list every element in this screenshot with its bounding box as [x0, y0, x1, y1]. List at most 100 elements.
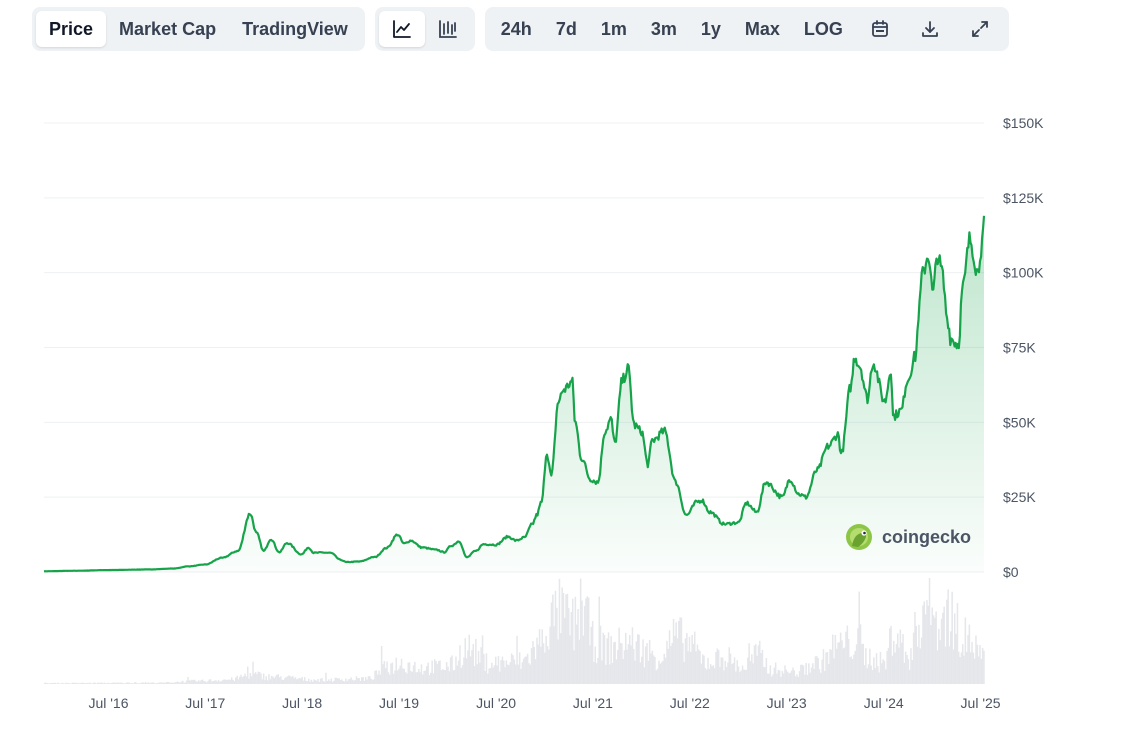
volume-bar [784, 665, 786, 684]
volume-bar [195, 681, 197, 684]
volume-bar [540, 646, 542, 684]
volume-bar [920, 637, 923, 684]
volume-bar [898, 647, 900, 684]
volume-bar [918, 624, 920, 684]
volume-bar [388, 674, 391, 684]
volume-bar [916, 646, 919, 684]
volume-bar [119, 682, 122, 684]
volume-bar [570, 612, 573, 684]
volume-bar [964, 617, 967, 684]
volume-bar [302, 680, 305, 684]
volume-bar [680, 617, 683, 684]
volume-bar [298, 678, 301, 684]
range-max[interactable]: Max [744, 18, 780, 39]
y-tick-label: $150K [1003, 115, 1044, 131]
volume-bar [412, 665, 415, 684]
volume-bar [323, 681, 326, 684]
volume-bar [97, 682, 99, 684]
volume-bar [720, 657, 722, 684]
volume-bar [534, 659, 537, 684]
range-1y[interactable]: 1y [700, 18, 721, 39]
tab-tradingview[interactable]: TradingView [242, 18, 348, 39]
volume-bar [675, 622, 677, 684]
volume-bar [262, 673, 265, 684]
volume-bar [235, 677, 237, 684]
volume-bar [582, 635, 585, 684]
volume-bar [767, 673, 769, 684]
range-24h[interactable]: 24h [500, 18, 532, 39]
volume-bar [560, 633, 562, 684]
volume-bar [745, 669, 748, 684]
volume-bar [717, 650, 720, 684]
volume-bar [615, 659, 618, 684]
candlestick-chart-button[interactable] [425, 11, 471, 47]
volume-bar [647, 660, 650, 684]
volume-bar [751, 654, 753, 684]
volume-bar [201, 679, 204, 684]
volume-bar [203, 681, 205, 684]
volume-bar [833, 658, 835, 684]
volume-bar [269, 679, 271, 684]
volume-bar [309, 681, 311, 684]
volume-bar [180, 681, 183, 684]
range-3m[interactable]: 3m [650, 18, 677, 39]
volume-bar [927, 605, 929, 684]
volume-bar [343, 681, 346, 684]
volume-bar [386, 661, 388, 684]
volume-bar [660, 662, 663, 684]
volume-bar [621, 643, 623, 684]
y-axis: $0 $25K $50K $75K $100K $125K $150K [1003, 115, 1044, 580]
volume-bar [623, 650, 626, 684]
volume-bar [706, 669, 708, 684]
volume-bar [878, 672, 880, 684]
volume-bar [373, 679, 375, 684]
volume-bar [438, 661, 440, 684]
volume-bar [341, 679, 343, 684]
volume-bar [768, 673, 770, 684]
volume-bar [715, 652, 717, 684]
volume-bar [339, 680, 342, 684]
volume-bar [869, 648, 871, 684]
x-tick-label: Jul '24 [864, 695, 904, 711]
volume-bar [83, 683, 86, 684]
volume-bar [723, 670, 725, 684]
volume-bar [414, 661, 416, 684]
volume-bar [131, 683, 134, 684]
range-7d[interactable]: 7d [555, 18, 577, 39]
volume-bar [272, 676, 274, 684]
volume-bar [915, 626, 917, 684]
tab-price[interactable]: Price [36, 11, 107, 47]
volume-bar [747, 657, 749, 684]
volume-bar [223, 679, 225, 684]
fullscreen-button[interactable] [955, 11, 1005, 47]
log-scale-toggle[interactable]: LOG [803, 18, 843, 39]
volume-bar [505, 660, 508, 684]
download-button[interactable] [905, 11, 955, 47]
volume-bar [861, 644, 863, 684]
volume-bar [448, 671, 451, 684]
volume-bar [419, 672, 421, 684]
volume-bar [679, 617, 681, 684]
volume-bars [44, 578, 985, 684]
volume-bar [221, 680, 224, 684]
volume-bar [495, 656, 497, 684]
volume-bar [496, 665, 498, 684]
date-picker-button[interactable] [855, 11, 905, 47]
tab-market-cap[interactable]: Market Cap [119, 18, 217, 39]
volume-bar [630, 645, 632, 684]
line-chart-button[interactable] [378, 11, 425, 47]
volume-bar [481, 635, 484, 684]
price-line[interactable] [43, 215, 986, 573]
range-1m[interactable]: 1m [600, 18, 627, 39]
volume-bar [250, 676, 253, 684]
volume-bar [216, 681, 218, 684]
volume-bar [318, 681, 321, 684]
volume-bar [564, 617, 566, 684]
volume-bar [54, 682, 57, 684]
volume-bar [508, 665, 510, 684]
volume-bar [449, 657, 452, 684]
volume-bar [975, 635, 977, 684]
gecko-logo-icon [846, 524, 872, 550]
volume-bar [260, 673, 262, 684]
volume-bar [629, 635, 631, 684]
